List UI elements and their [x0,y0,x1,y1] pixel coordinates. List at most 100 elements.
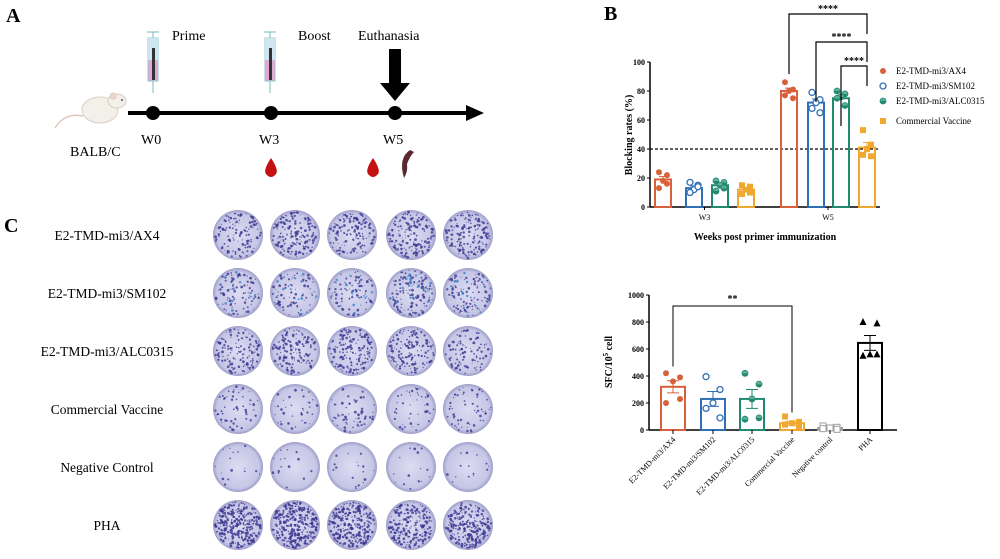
spot [458,253,460,255]
spot [401,428,404,431]
spot [428,299,430,301]
spot [395,524,398,526]
spot [331,522,334,525]
spot [466,256,470,260]
spot [297,371,300,374]
spot [302,293,304,295]
spot [221,359,224,362]
spot [421,250,424,253]
spot [421,510,423,512]
spot [336,533,339,536]
spot [309,345,312,347]
spot [340,230,342,232]
spot [347,313,350,316]
spot [254,223,257,226]
spot [360,424,363,427]
spot [464,253,467,256]
spot [420,271,423,274]
spot [354,279,357,282]
spot [448,230,451,232]
spot [287,247,291,250]
spot [345,331,348,334]
spot [479,419,482,422]
spot [371,415,374,418]
spot [335,293,338,296]
spot [230,314,232,316]
spot [473,248,476,251]
spot [231,307,233,309]
spot [396,537,399,540]
spot [306,240,309,243]
spot [335,454,338,457]
spot [453,310,456,312]
spot [476,514,480,517]
spot [339,351,341,353]
spot [312,513,315,516]
spot [469,296,472,299]
spot [335,302,337,304]
spot [287,278,291,281]
spot [360,536,363,538]
elispot-well [386,268,436,318]
spot [410,249,413,251]
spot [300,509,304,512]
spot [238,512,240,515]
spot [409,368,411,370]
spot [223,344,226,347]
spot [410,371,413,374]
spot [404,272,407,275]
spot [227,514,229,516]
spot [313,535,316,539]
event-label-euthanasia: Euthanasia [358,29,420,44]
spot [461,292,464,295]
spot [363,295,365,297]
spot [282,248,284,250]
spot [365,332,368,335]
spot [399,287,402,290]
spot [241,369,244,372]
spot [366,221,368,223]
spot [227,235,230,238]
spot [406,528,408,530]
spot [415,336,418,339]
spot [402,216,405,219]
spot [310,338,314,341]
spot [230,216,232,219]
spot [460,214,462,217]
spot [364,357,366,359]
spot [293,274,296,277]
spot [308,506,310,508]
spot [302,477,306,480]
spot [240,345,242,348]
spot [414,510,416,511]
elispot-well [213,442,263,492]
spot [449,348,452,352]
spot [460,348,462,351]
data-point [664,172,670,179]
spot [238,281,242,284]
spot [287,371,289,373]
spot [225,522,228,525]
spot [251,509,253,511]
spot [419,468,422,470]
spot [240,337,244,340]
spot [395,509,397,511]
spot [408,284,411,287]
spot [237,523,240,526]
spot [431,292,434,295]
spot [253,247,255,249]
spot [457,533,459,535]
spot [229,288,231,290]
spot [416,222,418,224]
spot [232,428,235,432]
spot [408,544,411,547]
spot [308,362,311,365]
spot [473,301,475,303]
spot [241,387,245,390]
spot [400,303,403,306]
spot [226,396,228,398]
spot [363,513,365,516]
spot [255,470,258,473]
spot [394,279,397,283]
spot [285,342,288,346]
